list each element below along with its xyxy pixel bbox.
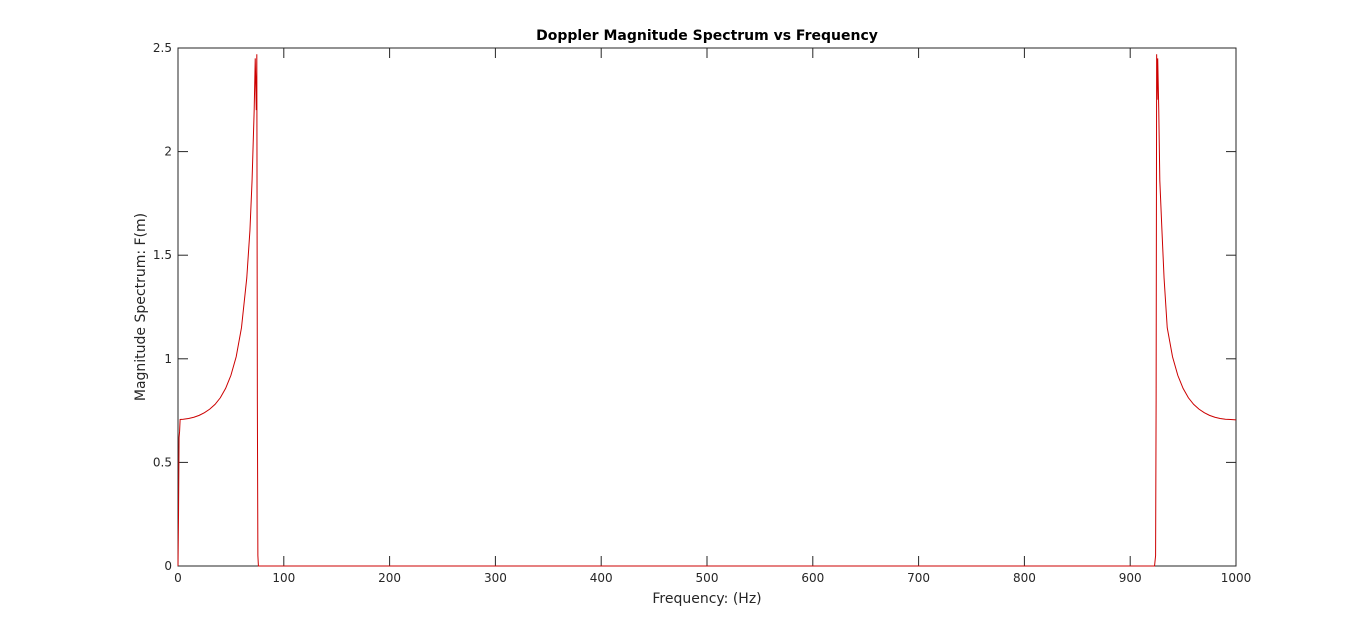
x-tick-label: 800 [1013,571,1036,585]
y-tick-label: 0.5 [153,455,172,469]
x-tick-label: 1000 [1221,571,1252,585]
y-tick-label: 1.5 [153,248,172,262]
x-tick-label: 300 [484,571,507,585]
y-tick-label: 1 [164,352,172,366]
series-line [177,54,1237,567]
x-axis-label: Frequency: (Hz) [652,591,761,607]
axes [177,47,1237,567]
x-tick-label: 200 [378,571,401,585]
plot-area-box [177,47,1237,567]
chart-title: Doppler Magnitude Spectrum vs Frequency [536,28,878,44]
y-tick-label: 2 [164,145,172,159]
x-tick-label: 600 [801,571,824,585]
y-tick-labels: 0 0.5 1 1.5 2 2.5 [153,41,172,573]
x-tick-label: 900 [1119,571,1142,585]
x-tick-label: 400 [590,571,613,585]
tick-marks [177,47,1237,567]
x-tick-labels: 0 100 200 300 400 500 600 700 800 900 1000 [174,571,1251,585]
x-tick-label: 500 [696,571,719,585]
series-group [177,54,1237,567]
x-tick-label: 0 [174,571,182,585]
y-tick-label: 2.5 [153,41,172,55]
y-tick-label: 0 [164,559,172,573]
x-tick-label: 700 [907,571,930,585]
y-axis-label: Magnitude Spectrum: F(m) [133,213,149,401]
x-tick-label: 100 [272,571,295,585]
